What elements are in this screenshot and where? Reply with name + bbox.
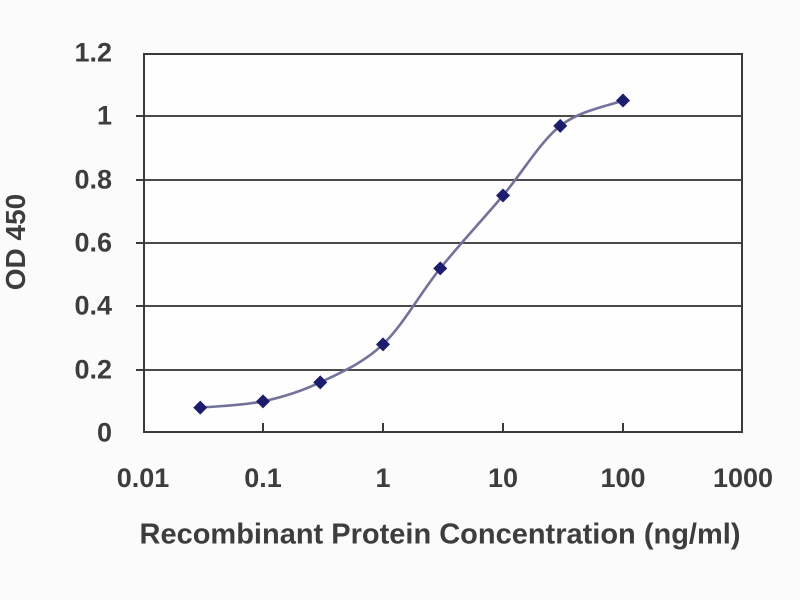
data-point-marker-30 xyxy=(553,118,568,133)
gridline-y-0.6 xyxy=(145,242,741,244)
plot-area xyxy=(136,53,743,433)
y-axis-title: OD 450 xyxy=(0,193,31,291)
y-tick-label-0.2: 0.2 xyxy=(74,354,112,385)
y-tick-mark xyxy=(136,178,143,181)
y-tick-mark xyxy=(136,242,143,244)
x-tick-mark xyxy=(262,423,264,431)
x-tick-label-0.1: 0.1 xyxy=(244,463,282,493)
x-tick-label-0.01: 0.01 xyxy=(116,463,170,493)
y-tick-label-1.2: 1.2 xyxy=(74,37,112,68)
data-point-marker-100 xyxy=(616,93,630,108)
y-tick-label-1: 1 xyxy=(96,100,112,131)
gridline-y-0.2 xyxy=(145,368,741,371)
data-point-marker-0.03 xyxy=(193,400,208,415)
x-tick-label-10: 10 xyxy=(487,463,519,493)
x-tick-label-1000: 1000 xyxy=(712,463,774,493)
gridline-y-0.8 xyxy=(145,178,741,181)
x-tick-label-100: 100 xyxy=(600,463,646,493)
data-point-marker-0.3 xyxy=(313,375,328,390)
x-tick-mark xyxy=(502,423,504,431)
x-tick-label-1: 1 xyxy=(375,463,391,493)
y-tick-label-0: 0 xyxy=(96,417,112,448)
y-tick-label-0.6: 0.6 xyxy=(74,227,112,258)
x-axis-title: Recombinant Protein Concentration (ng/ml… xyxy=(139,518,741,551)
y-tick-mark xyxy=(136,115,143,118)
y-tick-label-0.4: 0.4 xyxy=(74,290,112,321)
data-point-marker-1 xyxy=(376,337,390,352)
data-point-marker-0.1 xyxy=(256,394,270,409)
y-tick-mark xyxy=(136,305,143,308)
data-series-curve xyxy=(193,93,630,415)
gridline-y-0.4 xyxy=(145,305,741,308)
x-tick-mark xyxy=(382,423,384,431)
data-point-marker-3 xyxy=(433,261,448,276)
y-tick-mark xyxy=(136,368,143,371)
gridline-y-1 xyxy=(145,115,741,118)
series-line xyxy=(200,99,624,409)
x-tick-mark xyxy=(622,423,624,431)
y-tick-label-0.8: 0.8 xyxy=(74,164,112,195)
data-point-marker-10 xyxy=(496,188,510,203)
